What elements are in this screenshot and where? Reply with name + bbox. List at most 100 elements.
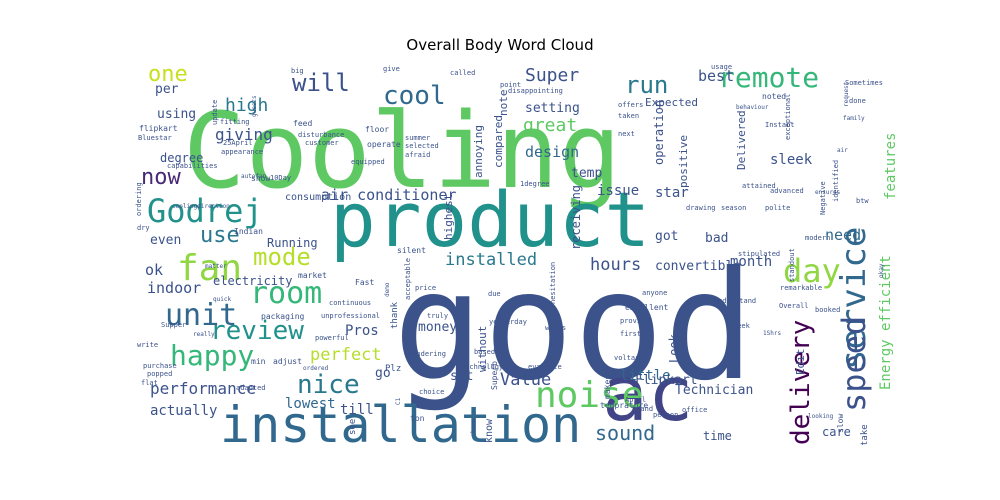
- cloud-word-next: next: [618, 130, 635, 138]
- cloud-word-edit: Edit: [794, 349, 807, 376]
- cloud-word-exceptional: exceptional: [784, 94, 792, 140]
- cloud-word-delivered: Delivered: [735, 110, 748, 170]
- cloud-word-big: big: [291, 67, 304, 75]
- cloud-word-fitting: fitting: [220, 118, 250, 126]
- cloud-word-operation: operation: [652, 100, 666, 165]
- cloud-word-selected: selected: [405, 142, 439, 150]
- cloud-word-called: called: [450, 69, 475, 77]
- cloud-word-looking: looking: [808, 413, 834, 420]
- cloud-word-done: done: [849, 97, 866, 105]
- cloud-word-offers: offers: [618, 101, 643, 109]
- cloud-word-price: price: [415, 284, 436, 292]
- cloud-word-feed: feed: [293, 119, 312, 128]
- cloud-word-delivery: delivery: [786, 320, 816, 445]
- cloud-word-installed: installed: [445, 250, 537, 270]
- cloud-word-adjust: adjust: [273, 357, 302, 366]
- cloud-word-performance: performance: [150, 379, 256, 398]
- cloud-word-equipped: equipped: [351, 158, 385, 166]
- cloud-word-yesterday: yesterday: [489, 318, 527, 326]
- cloud-word-great: great: [523, 115, 577, 136]
- cloud-word-25april: 25April: [223, 139, 253, 147]
- cloud-word-got: got: [655, 229, 678, 244]
- cloud-word-voltas: voltas: [614, 354, 639, 362]
- cloud-word-even: even: [150, 233, 181, 248]
- cloud-word-features: features: [883, 133, 899, 200]
- cloud-word-capabilities: capabilities: [167, 162, 218, 170]
- cloud-word-actually: actually: [150, 403, 217, 419]
- cloud-word-give: give: [383, 65, 400, 73]
- cloud-word-min: min: [251, 357, 266, 366]
- cloud-word-cool: cool: [383, 81, 446, 111]
- cloud-word-continuous: continuous: [329, 299, 371, 307]
- cloud-word-technology: technology: [461, 363, 503, 371]
- cloud-word-sleek: sleek: [770, 152, 813, 168]
- cloud-word-service: service: [834, 227, 874, 370]
- cloud-word-summer: summer: [405, 134, 430, 142]
- cloud-word-one: one: [148, 62, 188, 87]
- cloud-word-silent: silent: [397, 246, 426, 255]
- cloud-word-demo: demo: [384, 282, 391, 297]
- cloud-word-floor: floor: [365, 125, 389, 134]
- cloud-word-ton: ton: [410, 414, 425, 423]
- cloud-word-negative: Negative: [819, 181, 827, 215]
- cloud-word-consumption: consumption: [285, 192, 351, 203]
- cloud-word-without: without: [476, 326, 489, 372]
- cloud-word-thank: thank: [390, 301, 400, 329]
- cloud-word-update: update: [211, 100, 219, 125]
- cloud-word-bad: bad: [705, 231, 728, 246]
- cloud-word-ordered: ordered: [303, 365, 329, 372]
- cloud-word-nice: nice: [297, 370, 360, 400]
- cloud-word-point: point: [500, 81, 521, 89]
- cloud-word-flipkart: Flipkart: [635, 373, 698, 388]
- cloud-word-disappointing: disappointing: [508, 87, 563, 95]
- cloud-word-month: month: [730, 254, 772, 270]
- cloud-word-fast: Fast: [355, 278, 374, 287]
- cloud-word-installation: installation: [220, 396, 581, 445]
- cloud-word-really: really: [193, 331, 215, 338]
- cloud-word-purchase: purchase: [143, 362, 177, 370]
- cloud-word-noise: noise: [535, 375, 643, 416]
- cloud-word-remote: remote: [718, 61, 819, 94]
- cloud-word-evaluate: evaluate: [528, 363, 562, 371]
- cloud-word-running: Running: [267, 236, 318, 250]
- cloud-word-dry: dry: [137, 224, 150, 232]
- cloud-word-unprofessional: unprofessional: [321, 312, 380, 320]
- cloud-word-time: time: [703, 429, 732, 443]
- cloud-word-ordering: ordering: [135, 182, 143, 216]
- cloud-word-till: till: [340, 402, 374, 418]
- cloud-word-season: season: [721, 204, 746, 212]
- word-cloud-area: Cooling good product installation ac noise ser…: [125, 60, 900, 445]
- cloud-word-air: air: [837, 147, 848, 154]
- cloud-word-issue: issue: [597, 183, 639, 199]
- cloud-word-setting: setting: [525, 101, 580, 116]
- cloud-word-note: note: [497, 90, 510, 117]
- cloud-word-will: will: [292, 69, 350, 97]
- cloud-word-lowest: lowest: [285, 396, 336, 412]
- cloud-word-provide: provide: [620, 317, 650, 325]
- cloud-word-product: product: [330, 175, 650, 264]
- cloud-word-see: see: [348, 419, 358, 435]
- cloud-word-slow: slow: [836, 414, 845, 433]
- cloud-word-remarkable: remarkable: [780, 284, 822, 292]
- cloud-word-identified: identified: [832, 160, 840, 202]
- cloud-word-giving: giving: [215, 125, 273, 144]
- cloud-word-booked: booked: [815, 306, 840, 314]
- cloud-word-sound: sound: [595, 421, 655, 445]
- cloud-word-expected: Expected: [645, 96, 698, 109]
- cloud-word-excellent: excellent: [625, 303, 669, 312]
- cloud-word-design: design: [525, 143, 579, 161]
- cloud-word-anyone: anyone: [642, 289, 667, 297]
- chart-title: Overall Body Word Cloud: [406, 36, 594, 54]
- cloud-word-10day: 10Day: [270, 174, 291, 182]
- cloud-word-stipulated: stipulated: [738, 250, 780, 258]
- cloud-word-person: person: [653, 411, 678, 419]
- cloud-word-ok: ok: [145, 261, 163, 279]
- cloud-word-works: works: [545, 324, 566, 332]
- cloud-word-positive: positive: [677, 135, 690, 188]
- cloud-word-market: market: [298, 271, 327, 280]
- cloud-word-powerful: powerful: [315, 334, 349, 342]
- cloud-word-noted: noted: [762, 92, 786, 101]
- cloud-word-customer: customer: [305, 139, 339, 147]
- cloud-word-convertible: convertible: [655, 259, 741, 274]
